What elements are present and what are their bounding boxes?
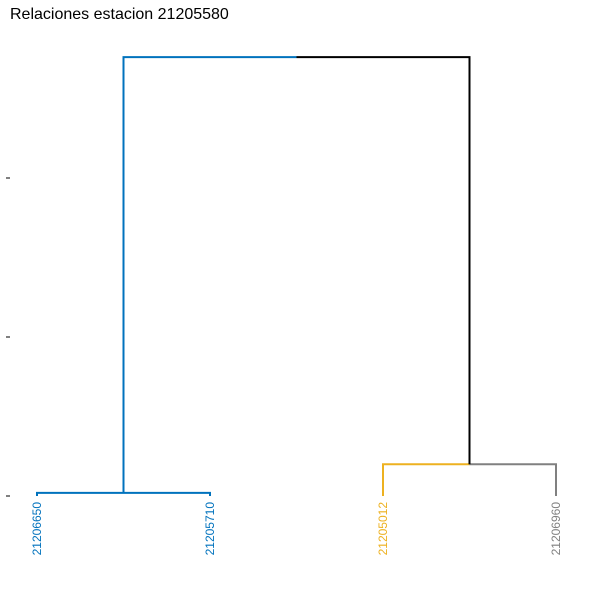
dendrogram-links — [36, 56, 557, 496]
leaf-labels: 21206650 21205710 21205012 21206960 — [30, 502, 563, 556]
leaf-label-2: 21205012 — [376, 502, 390, 556]
y-axis-ticks — [6, 177, 10, 497]
leaf-label-1: 21205710 — [203, 502, 217, 556]
chart-title: Relaciones estacion 21205580 — [10, 6, 229, 23]
leaf-label-3: 21206960 — [549, 502, 563, 556]
leaf-label-0: 21206650 — [30, 502, 44, 556]
